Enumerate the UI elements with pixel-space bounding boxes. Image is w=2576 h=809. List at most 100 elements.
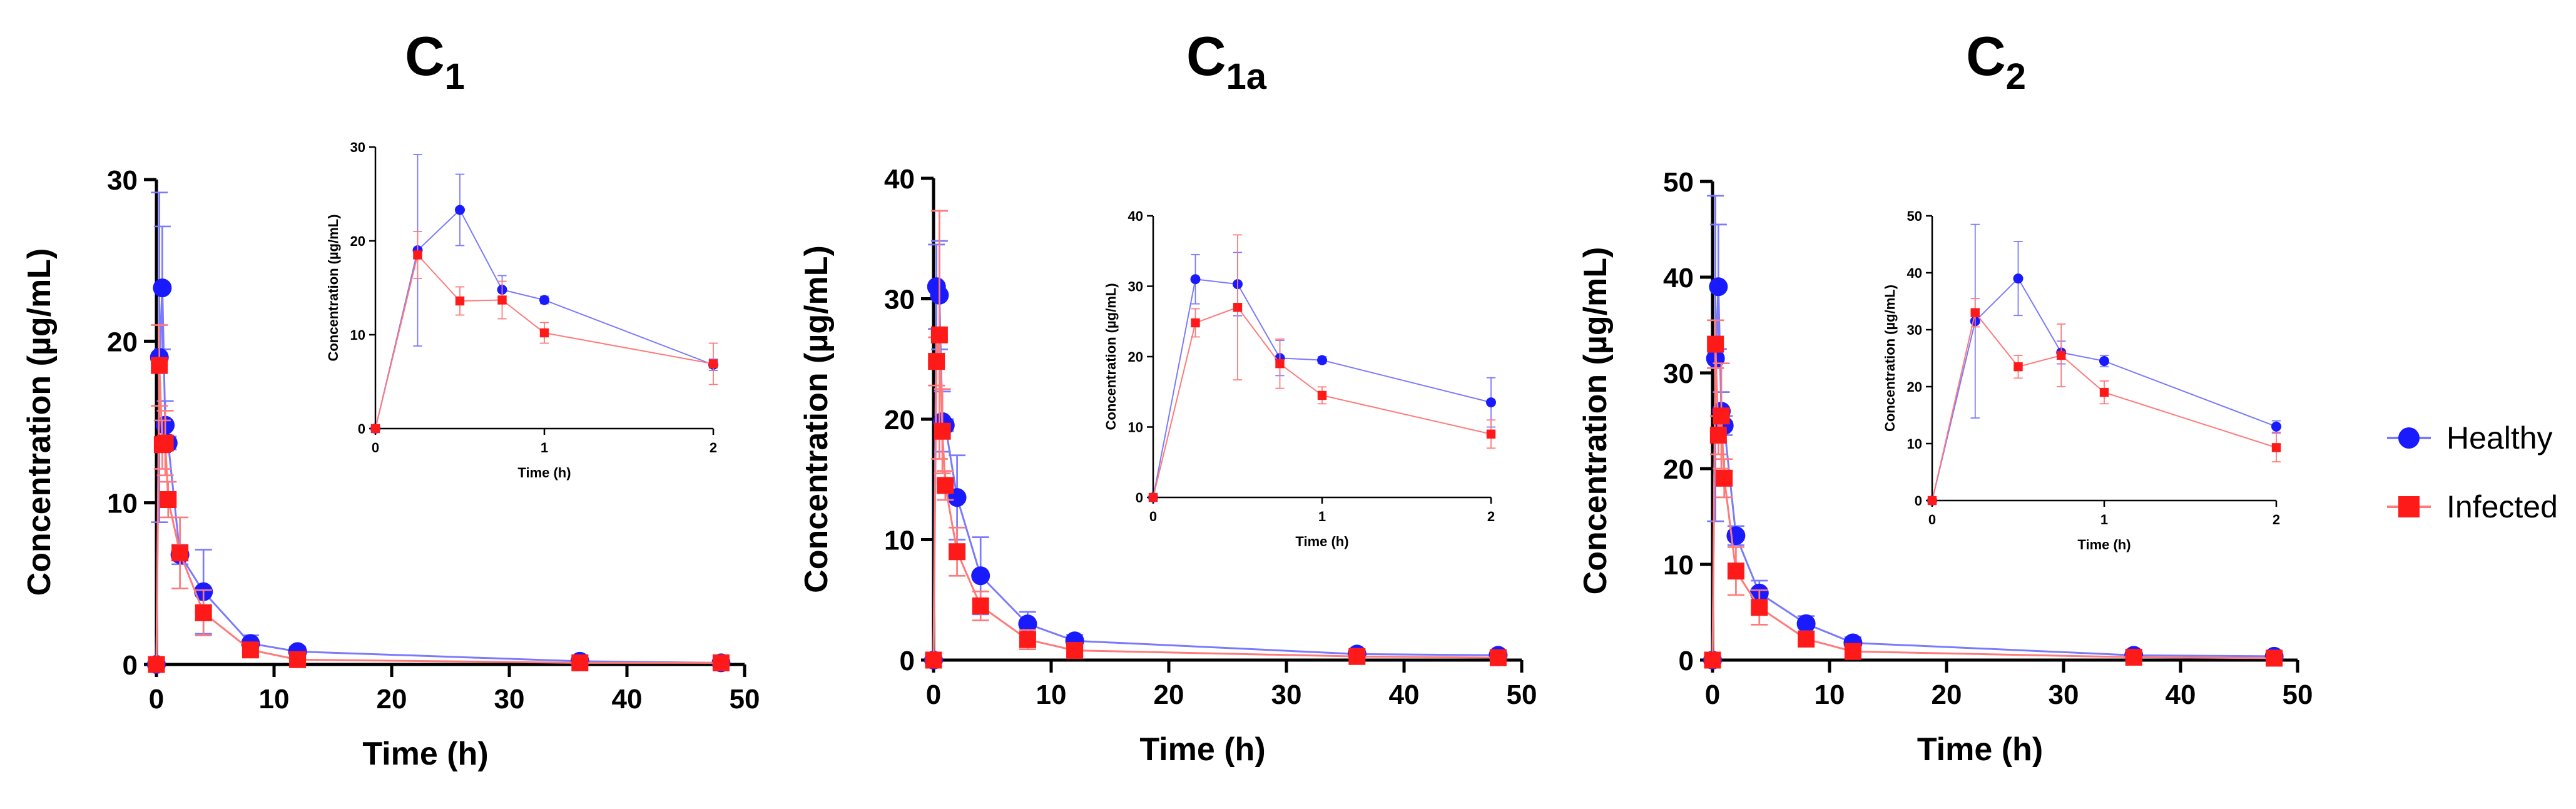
inset-infected-point <box>370 424 380 434</box>
y-tick-label: 20 <box>107 327 138 357</box>
legend-marker-square <box>2398 496 2420 517</box>
inset-infected-point <box>539 328 549 338</box>
y-tick-label: 20 <box>1663 454 1694 485</box>
main-infected-point <box>571 654 589 671</box>
inset-healthy-point <box>455 205 465 215</box>
main-infected-point <box>1704 651 1721 669</box>
inset-x-axis-title: Time (h) <box>2077 537 2131 552</box>
y-tick-label: 0 <box>1679 646 1694 676</box>
x-tick-label: 40 <box>1389 679 1420 710</box>
inset-y-tick-label: 40 <box>1128 208 1143 224</box>
panel-title-subscript: 1a <box>1226 56 1267 97</box>
panel-title-main: C <box>1966 25 2006 87</box>
main-infected-point <box>934 422 951 440</box>
inset-y-tick-label: 10 <box>1907 436 1922 452</box>
inset-x-tick-label: 1 <box>1318 509 1326 524</box>
main-infected-point <box>289 651 307 668</box>
x-tick-label: 50 <box>1507 679 1537 710</box>
x-axis-title: Time (h) <box>1139 731 1265 768</box>
main-infected-point <box>171 544 189 562</box>
inset-healthy-line <box>1153 278 1492 498</box>
legend-item-healthy: Healthy <box>2387 420 2553 455</box>
inset-y-tick-label: 30 <box>1907 322 1922 338</box>
inset-x-axis-title: Time (h) <box>517 465 571 481</box>
x-tick-label: 0 <box>1705 679 1720 710</box>
legend-marker-circle <box>2398 427 2420 449</box>
inset-infected-point <box>1233 303 1243 312</box>
inset-healthy-point <box>539 295 549 305</box>
main-infected-point <box>949 543 966 561</box>
inset-healthy-point <box>1190 274 1201 285</box>
inset-infected-line <box>1153 307 1492 498</box>
inset-healthy-point <box>1486 397 1496 408</box>
x-tick-label: 30 <box>1271 679 1302 710</box>
y-tick-label: 0 <box>900 646 915 676</box>
inset-infected-point <box>1927 496 1937 506</box>
panel-title: C1a <box>1186 25 1267 97</box>
x-tick-label: 10 <box>259 684 290 715</box>
inset-y-tick-label: 50 <box>1907 208 1922 224</box>
inset-x-tick-label: 2 <box>710 440 717 455</box>
main-healthy-line <box>1711 287 2274 661</box>
main-infected-point <box>1844 643 1861 660</box>
inset-infected-point <box>1148 492 1158 502</box>
y-tick-label: 30 <box>884 285 915 315</box>
x-axis-title: Time (h) <box>1917 731 2043 768</box>
y-axis-title: Concentration (µg/mL) <box>21 248 58 596</box>
x-tick-label: 50 <box>2283 679 2313 710</box>
inset-series <box>1927 223 2281 506</box>
main-healthy-point <box>1726 526 1746 546</box>
inset-x-tick-label: 2 <box>2273 512 2280 527</box>
x-tick-label: 0 <box>926 679 941 710</box>
inset-series <box>370 154 718 434</box>
main-infected-point <box>930 326 948 343</box>
inset-series <box>1148 234 1496 502</box>
main-infected-point <box>1798 630 1815 648</box>
y-tick-label: 50 <box>1663 167 1694 198</box>
main-infected-point <box>1727 562 1744 580</box>
legend-label: Infected <box>2446 489 2558 524</box>
inset-y-tick-label: 0 <box>1915 493 1922 509</box>
inset-y-tick-label: 0 <box>1136 490 1143 506</box>
x-axis-title: Time (h) <box>362 736 488 772</box>
main-infected-point <box>925 651 942 669</box>
panel-title-subscript: 2 <box>2006 56 2026 97</box>
inset-infected-line <box>375 253 714 429</box>
inset-healthy-point <box>1317 355 1327 365</box>
inset-infected-line <box>1932 311 2277 501</box>
inset-x-tick-label: 1 <box>2100 512 2108 527</box>
main-infected-point <box>1716 469 1733 487</box>
inset-infected-point <box>1317 390 1327 400</box>
inset-infected-point <box>2271 443 2281 452</box>
x-tick-label: 20 <box>1932 679 1962 710</box>
inset-y-axis-title: Concentration (µg/mL) <box>1103 283 1119 430</box>
inset-x-tick-label: 0 <box>1928 512 1936 527</box>
inset-y-tick-label: 30 <box>1128 279 1143 295</box>
main-infected-point <box>1709 426 1727 444</box>
main-infected-point <box>2125 648 2142 666</box>
x-tick-label: 20 <box>377 684 407 715</box>
main-infected-point <box>1751 599 1768 616</box>
inset-infected-point <box>1486 429 1496 439</box>
inset-infected-point <box>2057 350 2066 360</box>
y-tick-label: 10 <box>1663 550 1694 581</box>
inset-y-axis-title: Concentration (µg/mL) <box>325 214 341 361</box>
main-series <box>147 191 731 674</box>
main-infected-point <box>1707 335 1724 353</box>
inset-y-tick-label: 20 <box>1128 349 1143 365</box>
y-axis-title: Concentration (µg/mL) <box>798 245 835 593</box>
inset-x-tick-label: 2 <box>1487 509 1495 524</box>
inset-y-tick-label: 40 <box>1907 265 1922 281</box>
inset-infected-point <box>1275 359 1285 369</box>
main-series <box>924 210 1508 669</box>
inset-infected-point <box>413 250 422 260</box>
inset-x-tick-label: 1 <box>541 440 548 455</box>
y-tick-label: 30 <box>1663 359 1694 389</box>
inset-x-tick-label: 0 <box>1149 509 1157 524</box>
main-infected-point <box>928 353 945 370</box>
